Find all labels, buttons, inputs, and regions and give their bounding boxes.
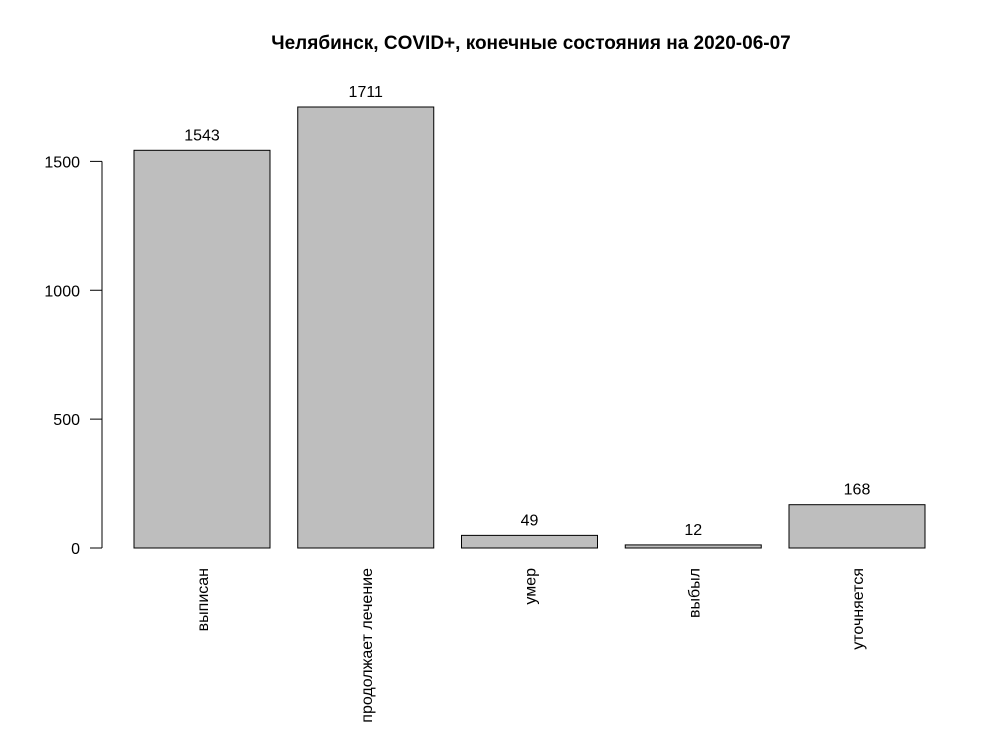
- bar-value-label: 12: [684, 522, 702, 539]
- category-label: умер: [523, 568, 540, 605]
- category-label: выбыл: [686, 568, 703, 618]
- category-label: уточняется: [850, 568, 867, 650]
- y-axis: 0 500 1000 1500: [44, 154, 103, 558]
- category-label: продолжает лечение: [359, 568, 376, 723]
- y-tick-label: 1500: [44, 154, 80, 171]
- bar: [133, 149, 271, 549]
- bar-value-label: 1543: [184, 127, 220, 144]
- bar-value-label: 1711: [349, 84, 384, 101]
- value-labels-group: 1543 1711 49 12 168: [184, 84, 870, 539]
- bar: [624, 544, 762, 549]
- y-tick-label: 0: [71, 541, 80, 558]
- bar: [297, 106, 435, 549]
- bars-group: [133, 106, 926, 549]
- bar-value-label: 168: [844, 482, 871, 499]
- bar: [788, 504, 926, 549]
- category-labels-group: выписан продолжает лечение умер выбыл уточня…: [195, 568, 867, 723]
- category-label: выписан: [195, 568, 212, 631]
- y-tick-label: 1000: [44, 283, 80, 300]
- y-tick-label: 500: [53, 412, 80, 429]
- bar: [461, 534, 598, 549]
- bar-value-label: 49: [521, 512, 539, 529]
- chart-title: Челябинск, COVID+, конечные состояния на…: [271, 33, 790, 54]
